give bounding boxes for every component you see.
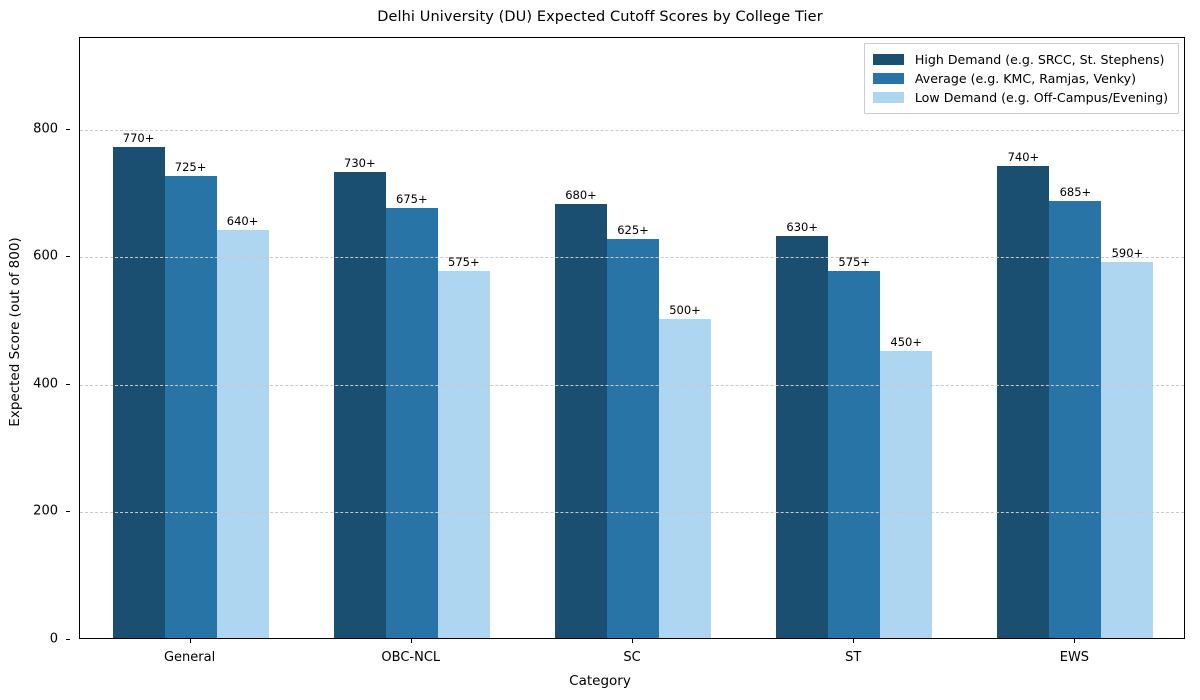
bar[interactable]: [385, 207, 438, 638]
bar[interactable]: [880, 351, 933, 638]
legend-item[interactable]: Low Demand (e.g. Off-Campus/Evening): [872, 88, 1168, 107]
chart-legend[interactable]: High Demand (e.g. SRCC, St. Stephens) Ave…: [863, 43, 1179, 114]
bar[interactable]: [997, 166, 1050, 638]
y-axis-tick-mark: [66, 383, 70, 385]
x-axis-label: Category: [569, 673, 631, 689]
legend-swatch-icon: [872, 73, 904, 84]
bar[interactable]: [1049, 201, 1102, 638]
bar[interactable]: [1101, 261, 1154, 638]
y-axis-tick-labels: 0 200 400 600 800: [0, 37, 70, 647]
x-axis-tick-mark: [1074, 639, 1076, 643]
x-axis-tick-label: OBC-NCL: [381, 650, 441, 665]
x-axis-tick-label: General: [163, 650, 216, 665]
x-axis-tick-mark: [632, 639, 633, 643]
bar[interactable]: [112, 146, 165, 638]
legend-item-label: Low Demand (e.g. Off-Campus/Evening): [914, 90, 1168, 105]
bar[interactable]: [555, 204, 607, 638]
x-axis-tick-label: ST: [845, 650, 862, 665]
legend-swatch-icon: [872, 54, 904, 65]
bars-layer: [80, 38, 1184, 638]
bar[interactable]: [659, 319, 711, 638]
bar[interactable]: [828, 271, 881, 638]
x-axis-tick-mark: [410, 639, 412, 643]
y-axis-tick-mark: [66, 128, 70, 130]
legend-swatch-icon: [872, 92, 904, 103]
y-axis-tick-mark: [66, 511, 70, 513]
bar[interactable]: [607, 239, 659, 638]
x-axis-tick-mark: [853, 639, 855, 643]
plot-area: 770+ 725+ 640+ 730+ 675+ 575+ 680+ 625+ 500+ 630+…: [79, 37, 1185, 639]
y-axis-tick-mark: [66, 256, 70, 258]
bar[interactable]: [333, 172, 386, 638]
bar[interactable]: [216, 229, 269, 638]
bar[interactable]: [437, 271, 490, 638]
x-axis-tick-label: EWS: [1059, 650, 1090, 665]
y-axis-tick-label: 400: [33, 376, 58, 392]
x-axis-tick-mark: [189, 639, 191, 643]
bar[interactable]: [776, 236, 829, 638]
legend-item[interactable]: Average (e.g. KMC, Ramjas, Venky): [872, 69, 1168, 88]
x-axis-tick-label: SC: [623, 650, 641, 665]
bar[interactable]: [164, 175, 217, 638]
chart-title: Delhi University (DU) Expected Cutoff Sc…: [377, 9, 823, 25]
legend-item-label: High Demand (e.g. SRCC, St. Stephens): [914, 52, 1165, 67]
y-axis-tick-mark: [66, 639, 70, 640]
y-axis-tick-label: 200: [33, 503, 58, 519]
y-axis-tick-label: 800: [33, 121, 58, 137]
legend-item[interactable]: High Demand (e.g. SRCC, St. Stephens): [872, 50, 1168, 69]
legend-item-label: Average (e.g. KMC, Ramjas, Venky): [914, 71, 1137, 86]
y-axis-tick-label: 0: [49, 631, 58, 647]
y-axis-tick-label: 600: [33, 248, 58, 264]
